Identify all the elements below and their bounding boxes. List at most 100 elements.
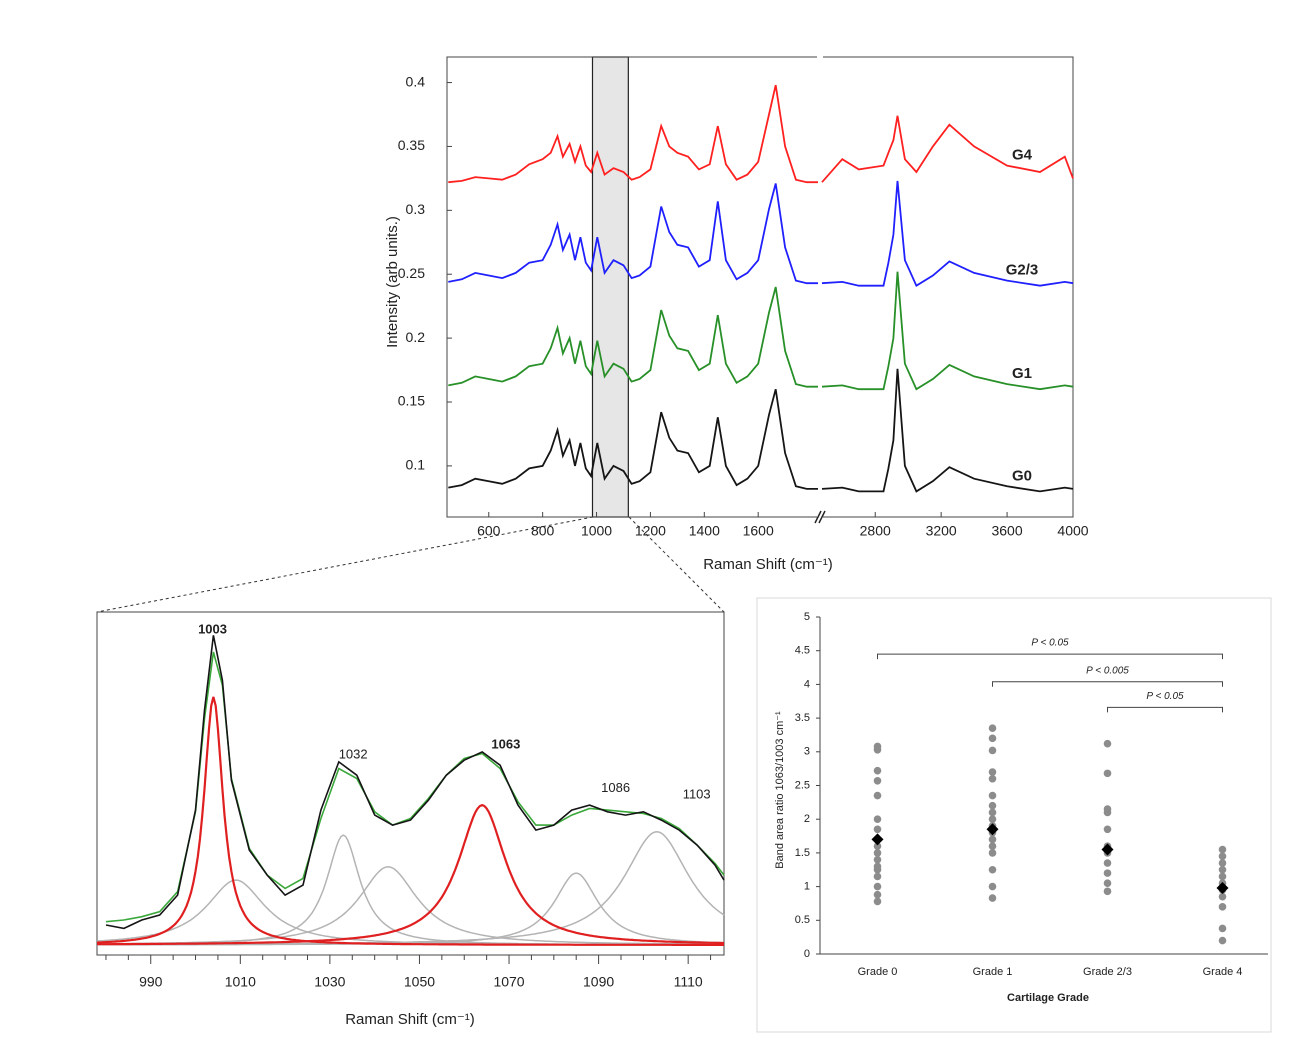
significance-label: P < 0.05 [1031, 638, 1069, 649]
data-point [1218, 903, 1227, 911]
fit-component [97, 803, 724, 946]
zoom-connector [628, 516, 725, 613]
data-point [1218, 859, 1227, 867]
y-tick-label: 0.2 [406, 329, 426, 345]
y-tick-label: 0.5 [795, 914, 810, 926]
series-label: G4 [1012, 147, 1033, 164]
spectrum-line [821, 368, 1074, 493]
data-point [873, 791, 882, 800]
data-point [988, 808, 997, 817]
series-label: G1 [1012, 365, 1032, 382]
data-point [873, 776, 882, 785]
data-point [873, 855, 882, 864]
x-tick-label: 1090 [583, 974, 614, 990]
y-tick-label: 3 [804, 746, 810, 758]
x-tick-label: 1030 [314, 974, 345, 990]
y-tick-label: 0 [804, 948, 810, 960]
data-point [1218, 936, 1227, 945]
data-point [873, 745, 882, 754]
peak-annotation: 1063 [491, 737, 520, 752]
mean-marker [1216, 881, 1229, 894]
axis-break-mark [818, 510, 826, 524]
data-point [1218, 845, 1227, 854]
significance-bracket [992, 681, 1223, 687]
x-tick-label: 1010 [225, 974, 256, 990]
data-point [873, 825, 882, 834]
series-label: G0 [1012, 467, 1032, 484]
x-tick-label: 600 [477, 523, 501, 539]
mean-marker [871, 833, 884, 846]
data-point [1218, 852, 1227, 861]
x-tick-label: 3200 [926, 523, 957, 539]
y-tick-label: 4.5 [795, 645, 810, 657]
data-point [1218, 865, 1227, 874]
data-point [988, 882, 997, 891]
x-tick-label: 1070 [493, 974, 524, 990]
x-tick-label: Grade 0 [858, 966, 898, 978]
x-tick-label: 1000 [581, 523, 612, 539]
significance-label: P < 0.005 [1086, 665, 1129, 676]
data-point [988, 815, 997, 823]
data-point [988, 734, 997, 743]
data-point [873, 815, 882, 823]
x-tick-label: Grade 1 [973, 966, 1013, 978]
axis-break-gap [817, 513, 823, 521]
zoom-connector [96, 516, 594, 613]
y-axis-label: Band area ratio 1063/1003 cm⁻¹ [774, 711, 786, 869]
data-point [1218, 892, 1227, 901]
x-tick-label: Grade 2/3 [1083, 966, 1132, 978]
data-point [873, 897, 882, 906]
y-tick-label: 0.4 [406, 73, 426, 89]
data-point [988, 849, 997, 857]
data-point [1103, 769, 1112, 778]
data-point [873, 890, 882, 899]
data-point [873, 882, 882, 891]
data-point [988, 724, 997, 733]
y-tick-label: 1.5 [795, 847, 810, 859]
y-tick-label: 0.3 [406, 201, 426, 217]
spectrum-line [448, 84, 818, 184]
plot-frame [96, 611, 725, 956]
measured-spectrum [105, 635, 725, 930]
y-tick-label: 3.5 [795, 712, 810, 724]
series-label: G2/3 [1006, 262, 1039, 279]
x-tick-label: 2800 [860, 523, 891, 539]
panel-border [756, 597, 1272, 1033]
y-tick-label: 2.5 [795, 779, 810, 791]
x-tick-label: 1110 [674, 974, 703, 990]
data-point [873, 842, 882, 850]
fit-component [96, 696, 724, 946]
x-tick-label: 800 [531, 523, 555, 539]
data-point [1218, 872, 1227, 881]
data-point [1103, 887, 1112, 896]
data-point [988, 791, 997, 800]
data-point [1218, 924, 1227, 933]
x-axis-label: Raman Shift (cm⁻¹) [703, 556, 833, 573]
spectrum-line [821, 180, 1074, 288]
data-point [988, 768, 997, 776]
x-tick-label: 4000 [1057, 523, 1088, 539]
x-axis-label: Raman Shift (cm⁻¹) [345, 1011, 475, 1028]
data-point [873, 872, 882, 881]
mean-marker [1101, 843, 1114, 856]
data-point [873, 849, 882, 857]
data-point [873, 766, 882, 775]
significance-label: P < 0.05 [1146, 691, 1184, 702]
spectrum-line [448, 286, 818, 388]
peak-annotation: 1103 [683, 787, 711, 802]
data-point [988, 801, 997, 810]
x-tick-label: 1050 [404, 974, 435, 990]
spectrum-line [821, 115, 1074, 183]
significance-bracket [877, 653, 1223, 660]
data-point [1103, 859, 1112, 867]
spectrum-line [448, 388, 818, 490]
y-tick-label: 0.1 [406, 457, 426, 473]
axis-break-mark [814, 510, 822, 524]
peak-annotation: 1086 [601, 780, 630, 795]
data-point [988, 835, 997, 844]
y-tick-label: 4 [804, 678, 810, 690]
spectrum-line [821, 271, 1074, 391]
fit-component [97, 866, 724, 945]
x-tick-label: 1600 [743, 523, 774, 539]
